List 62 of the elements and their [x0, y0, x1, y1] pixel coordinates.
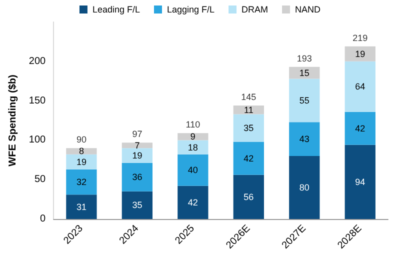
legend-label: Leading F/L: [92, 4, 140, 14]
data-label: 32: [76, 176, 86, 187]
bar: [122, 191, 153, 219]
bar: [122, 142, 153, 148]
data-label: 19: [132, 150, 142, 161]
data-label: 64: [355, 82, 366, 92]
data-label: 42: [244, 153, 254, 164]
bar: [344, 61, 376, 112]
data-label: 56: [244, 192, 254, 202]
bar: [66, 194, 97, 219]
data-label: 43: [299, 134, 310, 144]
data-label: 35: [132, 200, 142, 210]
bar: [122, 163, 153, 192]
bar: [178, 186, 208, 219]
bar: [66, 154, 97, 170]
data-label: 35: [244, 122, 254, 133]
total-label: 219: [352, 32, 368, 43]
bar: [122, 148, 153, 164]
data-label: 19: [76, 156, 86, 167]
bar: [233, 142, 264, 175]
data-label: 40: [188, 165, 198, 176]
bar: [289, 156, 320, 219]
legend-label: DRAM: [242, 4, 268, 14]
bar: [289, 122, 320, 156]
y-tick-label: 200: [28, 56, 46, 67]
data-label: 31: [76, 202, 86, 212]
y-tick-label: 100: [28, 134, 46, 146]
bar: [344, 46, 376, 62]
bar: [178, 133, 208, 140]
total-label: 193: [296, 53, 312, 64]
data-label: 8: [78, 146, 84, 156]
y-axis-title: WFE Spending ($b): [8, 74, 18, 166]
legend-label: Lagging F/L: [167, 4, 215, 14]
data-label: 7: [134, 140, 140, 150]
data-label: 18: [188, 142, 198, 152]
bar: [344, 144, 376, 219]
data-label: 11: [244, 104, 254, 115]
bar: [66, 169, 97, 195]
data-label: 19: [355, 48, 366, 59]
data-label: 80: [299, 182, 310, 192]
total-label: 97: [132, 129, 142, 140]
total-label: 145: [241, 92, 256, 102]
data-label: 42: [188, 197, 198, 208]
bar: [289, 78, 320, 122]
total-label: 90: [76, 134, 86, 145]
data-label: 55: [299, 95, 310, 106]
data-label: 36: [132, 172, 142, 182]
y-tick-label: 50: [34, 174, 46, 186]
bar: [178, 140, 208, 154]
data-label: 9: [190, 132, 196, 142]
bar: [344, 112, 376, 145]
data-label: 42: [355, 123, 366, 134]
bar: [233, 174, 264, 219]
data-label: 15: [299, 68, 310, 78]
data-label: 94: [355, 176, 366, 187]
bar: [66, 148, 97, 154]
y-tick-label: 150: [28, 95, 46, 106]
bar: [233, 114, 264, 142]
legend-label: NAND: [295, 4, 322, 14]
bar: [178, 154, 208, 186]
y-tick-label: 0: [40, 214, 46, 224]
total-label: 110: [186, 120, 200, 130]
